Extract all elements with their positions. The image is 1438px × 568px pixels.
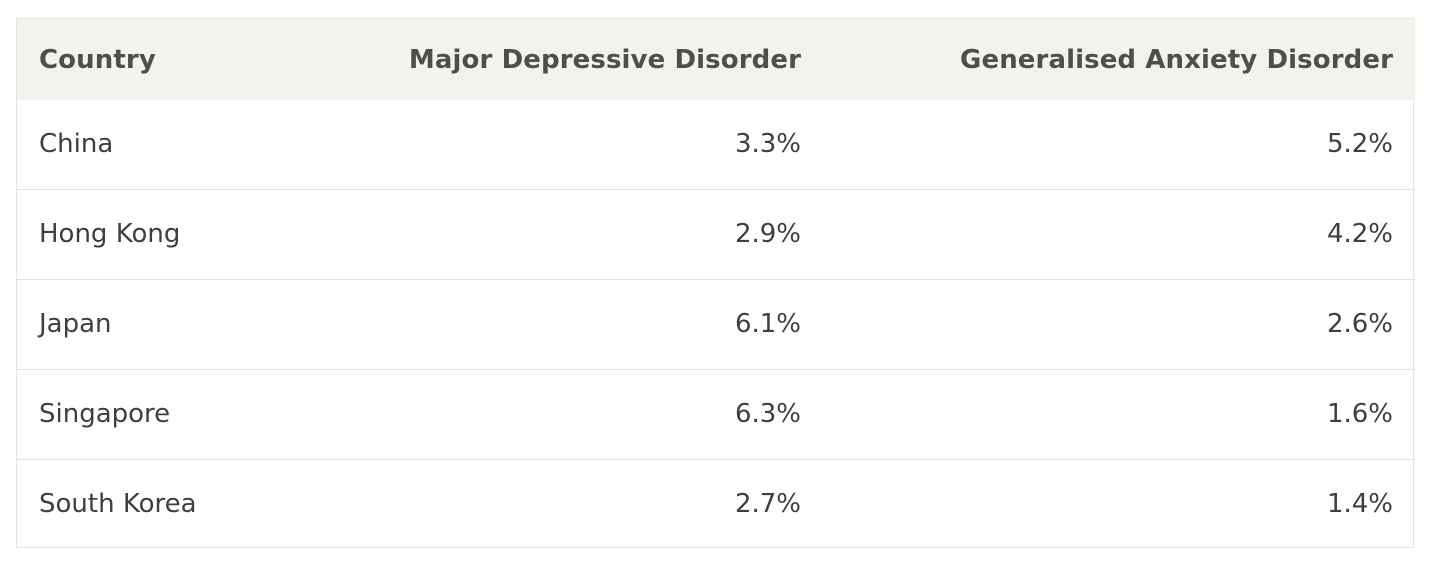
cell-generalised-anxiety-disorder: 1.6% (823, 369, 1415, 459)
cell-generalised-anxiety-disorder: 2.6% (823, 279, 1415, 369)
header-generalised-anxiety-disorder: Generalised Anxiety Disorder (823, 19, 1415, 100)
cell-major-depressive-disorder: 6.3% (307, 369, 823, 459)
header-major-depressive-disorder: Major Depressive Disorder (307, 19, 823, 100)
cell-major-depressive-disorder: 2.9% (307, 189, 823, 279)
table-header: Country Major Depressive Disorder Genera… (17, 19, 1415, 100)
cell-country: China (17, 100, 307, 189)
table-row: South Korea 2.7% 1.4% (17, 459, 1415, 549)
table-row: Japan 6.1% 2.6% (17, 279, 1415, 369)
cell-country: Hong Kong (17, 189, 307, 279)
table-row: Singapore 6.3% 1.6% (17, 369, 1415, 459)
cell-country: South Korea (17, 459, 307, 549)
table-body: China 3.3% 5.2% Hong Kong 2.9% 4.2% Japa… (17, 100, 1415, 549)
cell-country: Japan (17, 279, 307, 369)
cell-generalised-anxiety-disorder: 4.2% (823, 189, 1415, 279)
cell-major-depressive-disorder: 3.3% (307, 100, 823, 189)
cell-country: Singapore (17, 369, 307, 459)
data-table: Country Major Depressive Disorder Genera… (17, 19, 1415, 549)
cell-generalised-anxiety-disorder: 5.2% (823, 100, 1415, 189)
cell-major-depressive-disorder: 6.1% (307, 279, 823, 369)
table-row: Hong Kong 2.9% 4.2% (17, 189, 1415, 279)
cell-major-depressive-disorder: 2.7% (307, 459, 823, 549)
header-country: Country (17, 19, 307, 100)
cell-generalised-anxiety-disorder: 1.4% (823, 459, 1415, 549)
data-table-container: Country Major Depressive Disorder Genera… (16, 18, 1414, 548)
table-row: China 3.3% 5.2% (17, 100, 1415, 189)
header-row: Country Major Depressive Disorder Genera… (17, 19, 1415, 100)
